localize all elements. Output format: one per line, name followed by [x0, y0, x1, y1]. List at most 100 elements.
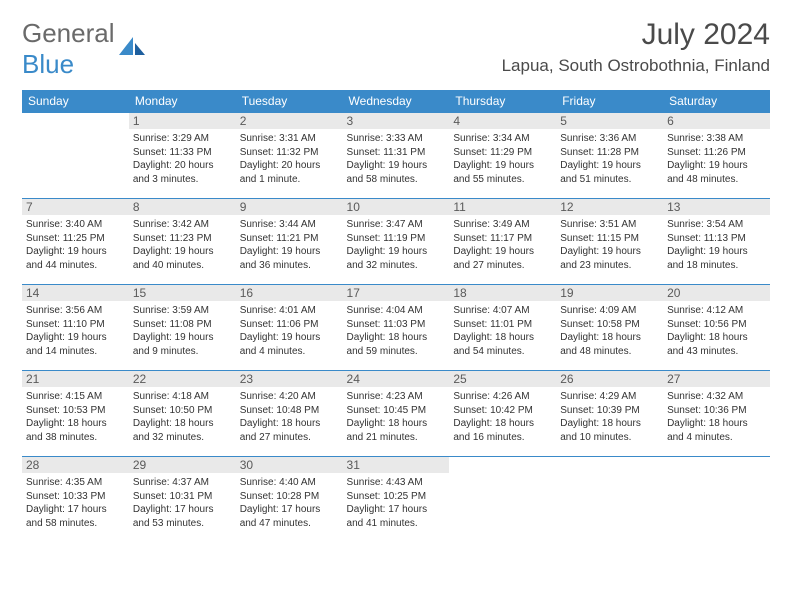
calendar-week-row: 28 Sunrise: 4:35 AMSunset: 10:33 PMDaylig… — [22, 457, 770, 543]
calendar-cell: 30Sunrise: 4:40 AMSunset: 10:28 PMDaylig… — [236, 457, 343, 543]
cell-text: Sunrise: 4:18 AMSunset: 10:50 PMDaylight… — [133, 390, 232, 444]
day-number: 22 — [129, 371, 236, 387]
cell-text: Sunrise: 4:43 AMSunset: 10:25 PMDaylight… — [347, 476, 446, 530]
logo-sail-icon — [119, 37, 145, 57]
calendar-cell: 12 Sunrise: 3:51 AMSunset: 11:15 PMDaylig… — [556, 199, 663, 285]
calendar-cell: 26 Sunrise: 4:29 AMSunset: 10:39 PMDaylig… — [556, 371, 663, 457]
day-number: 5 — [556, 113, 663, 129]
day-number: 29 — [129, 457, 236, 473]
calendar-cell — [556, 457, 663, 543]
calendar-week-row: 1 Sunrise: 3:29 AMSunset: 11:33 PMDayligh… — [22, 113, 770, 199]
day-number: 28 — [22, 457, 129, 473]
weekday-header: Sunday — [22, 90, 129, 113]
day-number: 21 — [22, 371, 129, 387]
day-number: 2 — [236, 113, 343, 129]
calendar-cell: 1 Sunrise: 3:29 AMSunset: 11:33 PMDayligh… — [129, 113, 236, 199]
day-number: 8 — [129, 199, 236, 215]
logo-text-gray: General — [22, 18, 115, 48]
calendar-cell: 3 Sunrise: 3:33 AMSunset: 11:31 PMDayligh… — [343, 113, 450, 199]
cell-text: Sunrise: 3:59 AMSunset: 11:08 PMDaylight… — [133, 304, 232, 358]
day-number: 19 — [556, 285, 663, 301]
cell-text: Sunrise: 3:49 AMSunset: 11:17 PMDaylight… — [453, 218, 552, 272]
day-number: 1 — [129, 113, 236, 129]
logo-text-blue: Blue — [22, 49, 74, 79]
header: General Blue July 2024 Lapua, South Ostr… — [22, 18, 770, 80]
day-number: 12 — [556, 199, 663, 215]
day-number: 17 — [343, 285, 450, 301]
cell-text: Sunrise: 3:38 AMSunset: 11:26 PMDaylight… — [667, 132, 766, 186]
cell-text: Sunrise: 3:29 AMSunset: 11:33 PMDaylight… — [133, 132, 232, 186]
day-number: 30 — [236, 457, 343, 473]
cell-text: Sunrise: 4:29 AMSunset: 10:39 PMDaylight… — [560, 390, 659, 444]
calendar-cell — [449, 457, 556, 543]
cell-text: Sunrise: 4:04 AMSunset: 11:03 PMDaylight… — [347, 304, 446, 358]
cell-text: Sunrise: 4:07 AMSunset: 11:01 PMDaylight… — [453, 304, 552, 358]
calendar-week-row: 7 Sunrise: 3:40 AMSunset: 11:25 PMDayligh… — [22, 199, 770, 285]
cell-text: Sunrise: 3:51 AMSunset: 11:15 PMDaylight… — [560, 218, 659, 272]
day-number: 6 — [663, 113, 770, 129]
calendar-cell: 18Sunrise: 4:07 AMSunset: 11:01 PMDaylig… — [449, 285, 556, 371]
day-number: 15 — [129, 285, 236, 301]
weekday-header: Tuesday — [236, 90, 343, 113]
day-number: 4 — [449, 113, 556, 129]
cell-text: Sunrise: 4:26 AMSunset: 10:42 PMDaylight… — [453, 390, 552, 444]
day-number: 3 — [343, 113, 450, 129]
cell-text: Sunrise: 4:37 AMSunset: 10:31 PMDaylight… — [133, 476, 232, 530]
cell-text: Sunrise: 4:20 AMSunset: 10:48 PMDaylight… — [240, 390, 339, 444]
cell-text: Sunrise: 3:44 AMSunset: 11:21 PMDaylight… — [240, 218, 339, 272]
cell-text: Sunrise: 4:01 AMSunset: 11:06 PMDaylight… — [240, 304, 339, 358]
day-number: 31 — [343, 457, 450, 473]
day-number: 27 — [663, 371, 770, 387]
cell-text: Sunrise: 3:31 AMSunset: 11:32 PMDaylight… — [240, 132, 339, 186]
calendar-header-row: SundayMondayTuesdayWednesdayThursdayFrid… — [22, 90, 770, 113]
cell-text: Sunrise: 4:23 AMSunset: 10:45 PMDaylight… — [347, 390, 446, 444]
calendar-cell — [663, 457, 770, 543]
day-number: 14 — [22, 285, 129, 301]
logo: General Blue — [22, 18, 145, 80]
calendar-cell: 25Sunrise: 4:26 AMSunset: 10:42 PMDaylig… — [449, 371, 556, 457]
calendar-cell: 8 Sunrise: 3:42 AMSunset: 11:23 PMDayligh… — [129, 199, 236, 285]
cell-text: Sunrise: 3:33 AMSunset: 11:31 PMDaylight… — [347, 132, 446, 186]
calendar-cell: 21 Sunrise: 4:15 AMSunset: 10:53 PMDaylig… — [22, 371, 129, 457]
day-number: 20 — [663, 285, 770, 301]
calendar-cell — [22, 113, 129, 199]
calendar-cell: 31 Sunrise: 4:43 AMSunset: 10:25 PMDaylig… — [343, 457, 450, 543]
weekday-header: Monday — [129, 90, 236, 113]
weekday-header: Friday — [556, 90, 663, 113]
cell-text: Sunrise: 3:40 AMSunset: 11:25 PMDaylight… — [26, 218, 125, 272]
calendar-week-row: 14 Sunrise: 3:56 AMSunset: 11:10 PMDaylig… — [22, 285, 770, 371]
cell-text: Sunrise: 3:54 AMSunset: 11:13 PMDaylight… — [667, 218, 766, 272]
calendar-cell: 10Sunrise: 3:47 AMSunset: 11:19 PMDaylig… — [343, 199, 450, 285]
day-number: 9 — [236, 199, 343, 215]
calendar-cell: 2 Sunrise: 3:31 AMSunset: 11:32 PMDayligh… — [236, 113, 343, 199]
calendar-table: SundayMondayTuesdayWednesdayThursdayFrid… — [22, 90, 770, 543]
calendar-cell: 14 Sunrise: 3:56 AMSunset: 11:10 PMDaylig… — [22, 285, 129, 371]
month-title: July 2024 — [502, 18, 770, 52]
weekday-header: Thursday — [449, 90, 556, 113]
calendar-cell: 17 Sunrise: 4:04 AMSunset: 11:03 PMDaylig… — [343, 285, 450, 371]
cell-text: Sunrise: 4:35 AMSunset: 10:33 PMDaylight… — [26, 476, 125, 530]
weekday-header: Saturday — [663, 90, 770, 113]
cell-text: Sunrise: 3:47 AMSunset: 11:19 PMDaylight… — [347, 218, 446, 272]
cell-text: Sunrise: 3:42 AMSunset: 11:23 PMDaylight… — [133, 218, 232, 272]
calendar-cell: 15 Sunrise: 3:59 AMSunset: 11:08 PMDaylig… — [129, 285, 236, 371]
day-number: 13 — [663, 199, 770, 215]
calendar-cell: 5Sunrise: 3:36 AMSunset: 11:28 PMDayligh… — [556, 113, 663, 199]
cell-text: Sunrise: 3:56 AMSunset: 11:10 PMDaylight… — [26, 304, 125, 358]
cell-text: Sunrise: 4:15 AMSunset: 10:53 PMDaylight… — [26, 390, 125, 444]
calendar-cell: 20Sunrise: 4:12 AMSunset: 10:56 PMDaylig… — [663, 285, 770, 371]
calendar-cell: 4Sunrise: 3:34 AMSunset: 11:29 PMDayligh… — [449, 113, 556, 199]
calendar-cell: 11Sunrise: 3:49 AMSunset: 11:17 PMDaylig… — [449, 199, 556, 285]
calendar-cell: 6 Sunrise: 3:38 AMSunset: 11:26 PMDayligh… — [663, 113, 770, 199]
day-number: 7 — [22, 199, 129, 215]
day-number: 26 — [556, 371, 663, 387]
calendar-cell: 27 Sunrise: 4:32 AMSunset: 10:36 PMDaylig… — [663, 371, 770, 457]
calendar-cell: 9 Sunrise: 3:44 AMSunset: 11:21 PMDayligh… — [236, 199, 343, 285]
logo-text: General Blue — [22, 18, 115, 80]
calendar-cell: 13 Sunrise: 3:54 AMSunset: 11:13 PMDaylig… — [663, 199, 770, 285]
location-text: Lapua, South Ostrobothnia, Finland — [502, 56, 770, 76]
day-number: 23 — [236, 371, 343, 387]
calendar-body: 1 Sunrise: 3:29 AMSunset: 11:33 PMDayligh… — [22, 113, 770, 543]
cell-text: Sunrise: 4:32 AMSunset: 10:36 PMDaylight… — [667, 390, 766, 444]
calendar-cell: 24Sunrise: 4:23 AMSunset: 10:45 PMDaylig… — [343, 371, 450, 457]
